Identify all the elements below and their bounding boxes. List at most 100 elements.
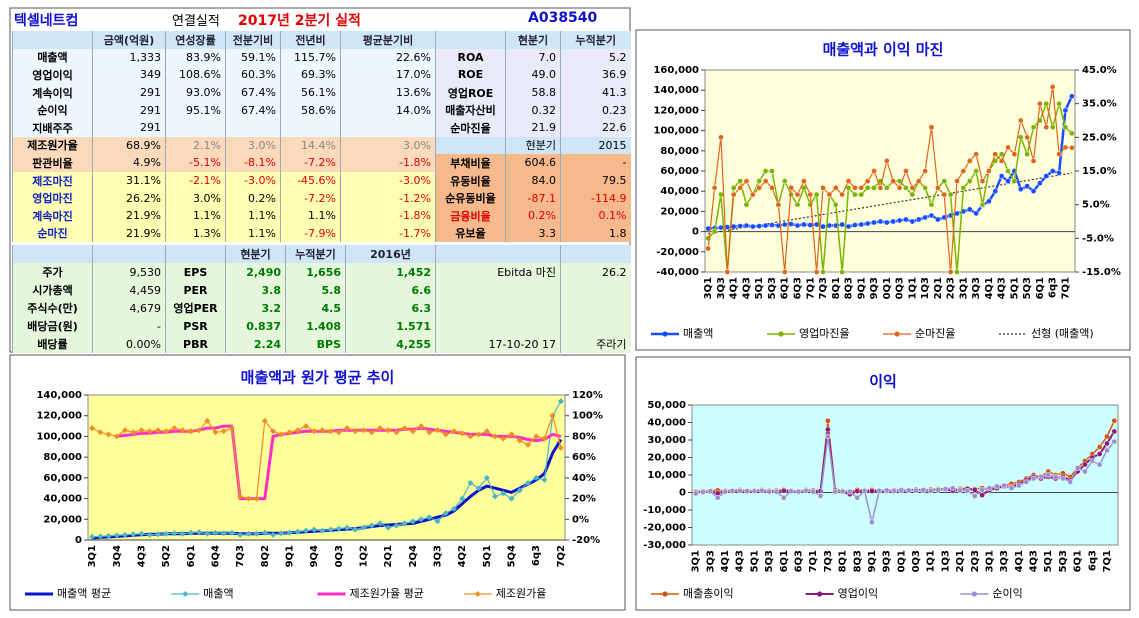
- x-tick-label: 4Q1: [1014, 550, 1025, 572]
- marker: [360, 524, 367, 531]
- table-cell: 4,255: [345, 335, 436, 353]
- table-cell: 26.2: [560, 263, 631, 281]
- table-cell: 전년비: [280, 31, 341, 49]
- table-cell: 2015: [560, 136, 631, 155]
- marker: [475, 431, 482, 438]
- table-cell: 5.8: [285, 281, 346, 299]
- table-cell: 108.6%: [165, 66, 226, 84]
- marker: [839, 488, 846, 495]
- marker: [758, 487, 765, 494]
- marker: [802, 487, 809, 494]
- series-line: [707, 102, 1073, 273]
- marker: [294, 528, 301, 535]
- marker: [196, 529, 203, 536]
- marker: [966, 158, 973, 164]
- marker: [1011, 178, 1018, 184]
- marker: [113, 532, 120, 539]
- marker: [1030, 188, 1037, 195]
- table-cell: -1.7%: [340, 224, 436, 243]
- table-cell: 현분기: [505, 31, 561, 49]
- x-tick-label: 6q3: [531, 545, 542, 566]
- marker: [335, 429, 342, 436]
- y-tick-label: 50,000: [647, 400, 686, 411]
- legend-marker: [894, 331, 900, 337]
- table-cell: 제조원가율: [12, 136, 93, 155]
- marker: [877, 218, 884, 225]
- marker: [883, 158, 890, 164]
- marker: [928, 124, 935, 131]
- x-tick-label: 1Q3: [920, 277, 931, 299]
- table-cell: [92, 245, 166, 263]
- marker: [998, 173, 1005, 179]
- table-cell: -7.2%: [280, 189, 341, 207]
- marker: [179, 530, 186, 537]
- marker: [756, 184, 763, 191]
- marker: [1082, 461, 1088, 468]
- table-cell: 1,333: [92, 48, 166, 67]
- table-cell: 유동비율: [435, 171, 506, 190]
- y2-tick-label: -15.0%: [1082, 267, 1121, 278]
- marker: [1024, 134, 1031, 141]
- marker: [896, 184, 903, 191]
- table-cell: 매출자산비: [435, 101, 506, 119]
- table-cell: 판관비율: [12, 154, 93, 172]
- x-tick-label: 0Q3: [895, 277, 906, 299]
- table-cell: 22.6: [560, 118, 631, 137]
- x-tick-label: 9Q4: [309, 545, 320, 567]
- marker: [762, 178, 769, 184]
- x-tick-label: 6Q1: [779, 550, 790, 572]
- marker: [146, 428, 153, 435]
- x-tick-label: 6Q1: [1035, 277, 1046, 299]
- marker: [762, 222, 769, 229]
- marker: [871, 184, 877, 191]
- marker: [319, 427, 326, 434]
- table-row: 판관비율 4.9% -5.1% -8.1% -7.2% -1.8% 부채비율 604.6-: [12, 154, 631, 172]
- marker: [89, 425, 96, 432]
- x-tick-label: 3Q1: [87, 545, 98, 567]
- marker: [839, 221, 846, 228]
- table-row: 주식수(만) 4,679 영업PER 3.2 4.5 6.3: [12, 299, 631, 317]
- marker: [825, 417, 831, 424]
- legend-marker: [817, 591, 823, 597]
- marker: [1068, 144, 1075, 151]
- marker: [368, 522, 375, 529]
- marker: [871, 168, 877, 174]
- marker: [737, 223, 743, 229]
- marker: [1062, 144, 1069, 151]
- marker: [344, 425, 351, 432]
- table-cell: 순마진: [12, 224, 93, 243]
- marker: [418, 516, 425, 523]
- marker: [220, 428, 227, 435]
- y2-tick-label: 45.0%: [1082, 65, 1117, 76]
- marker: [467, 433, 474, 440]
- marker: [327, 428, 334, 435]
- x-tick-label: 7Q2: [556, 545, 567, 567]
- y2-tick-label: 5.0%: [1082, 200, 1110, 211]
- table-row: 현분기 누적분기 2016년: [12, 245, 631, 263]
- table-cell: 영업PER: [165, 299, 226, 317]
- table: 현분기 누적분기 2016년 주가 9,530 EPS 2,490 1,656 1,452 Ebi…: [12, 245, 631, 353]
- table-row: 금액(억원) 연성장률 전분기비 전년비 평균분기비 현분기 누적분기: [12, 31, 631, 49]
- marker: [302, 527, 309, 534]
- table-cell: 평균분기비: [340, 31, 436, 49]
- marker: [883, 219, 890, 226]
- table-cell: 1,452: [345, 263, 436, 281]
- table-cell: -87.1: [505, 189, 561, 207]
- marker: [852, 184, 858, 191]
- table-row: 지배주주 291 순마진율 21.9 22.6: [12, 118, 631, 137]
- table-cell: [12, 245, 93, 263]
- marker: [1017, 186, 1024, 193]
- marker: [1030, 475, 1037, 482]
- marker: [1104, 433, 1110, 440]
- marker: [781, 221, 788, 228]
- marker: [744, 488, 750, 494]
- marker: [909, 218, 916, 225]
- table-cell: ROA: [435, 48, 506, 67]
- table-cell: 3.0%: [165, 189, 226, 207]
- y2-tick-label: 60%: [572, 452, 596, 463]
- x-tick-label: 4Q3: [997, 277, 1008, 299]
- marker: [854, 494, 861, 501]
- y2-tick-label: 120%: [572, 390, 603, 401]
- marker: [971, 487, 978, 493]
- table-cell: [225, 118, 281, 137]
